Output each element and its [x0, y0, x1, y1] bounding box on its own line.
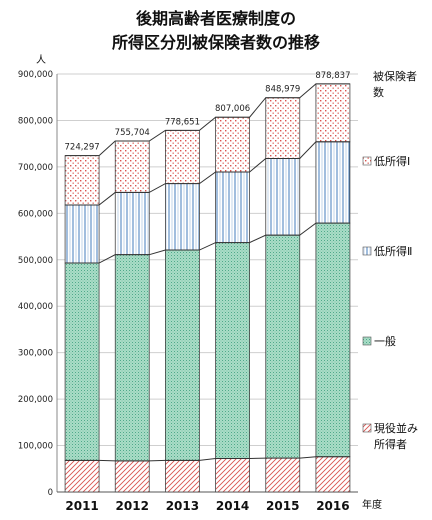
x-tick-label-2013: 2013	[166, 499, 199, 513]
legend-label: 低所得Ⅰ	[374, 155, 410, 168]
bar-segment-1-2016	[315, 456, 351, 493]
y-tick-labels: 0 100,000 200,000 300,000 400,000 500,000 600,…	[18, 70, 53, 498]
y-tick-label: 0	[48, 488, 53, 498]
y-tick-label: 800,000	[18, 116, 53, 126]
bar-segment-2-2016	[315, 222, 351, 458]
legend-swatch	[362, 423, 372, 433]
bar-segment-3-2016	[315, 141, 351, 224]
legend-swatch	[362, 336, 372, 346]
bar-segment-3-2015	[265, 158, 301, 236]
y-tick-label: 500,000	[18, 256, 53, 266]
y-tick-label: 100,000	[18, 442, 53, 452]
total-label-2011: 724,297	[65, 143, 100, 153]
series-line-4	[65, 83, 350, 157]
bar-segment-3-2014	[215, 171, 250, 243]
legend-title-line-1: 被保険者	[373, 69, 417, 83]
series-lines	[65, 83, 350, 462]
total-label-2012: 755,704	[115, 128, 150, 138]
y-tick-label: 600,000	[18, 209, 53, 219]
bar-segment-1-2012	[114, 460, 150, 493]
bar-segment-1-2015	[265, 457, 301, 493]
bar-segment-4-2013	[165, 129, 200, 185]
total-labels: 724,297 755,704 778,651 807,006 848,979 878,8…	[65, 71, 351, 153]
x-tick-label-2015: 2015	[266, 499, 299, 513]
y-tick-label: 900,000	[18, 70, 53, 80]
legend-label: 所得者	[374, 438, 407, 451]
bar-segment-4-2016	[315, 83, 351, 143]
series-line-3	[65, 141, 350, 206]
total-label-2014: 807,006	[215, 104, 250, 114]
bar-segment-4-2015	[265, 97, 301, 159]
x-tick-label-2014: 2014	[216, 499, 249, 513]
bar-segment-2-2014	[215, 242, 250, 459]
chart-title-line-1: 後期高齢者医療制度の	[136, 9, 296, 28]
x-tick-label-2012: 2012	[116, 499, 149, 513]
total-label-2013: 778,651	[165, 117, 200, 127]
bar-segment-4-2014	[215, 116, 250, 173]
series-line-1	[65, 456, 350, 462]
total-label-2015: 848,979	[265, 85, 300, 95]
bar-segment-2-2013	[165, 249, 200, 461]
y-tick-label: 200,000	[18, 395, 53, 405]
bar-segment-1-2011	[64, 460, 100, 493]
bar-segment-1-2013	[165, 460, 200, 493]
y-tick-label: 400,000	[18, 302, 53, 312]
chart-title-line-2: 所得区分別被保険者数の推移	[112, 33, 320, 52]
legend-swatch	[362, 156, 372, 166]
x-tick-label-2011: 2011	[65, 499, 98, 513]
bar-segment-4-2011	[64, 155, 100, 206]
bar-segment-1-2014	[215, 458, 250, 493]
legend-label: 一般	[374, 335, 396, 348]
legend-label: 現役並み	[374, 421, 418, 435]
y-tick-label: 700,000	[18, 163, 53, 173]
x-tick-labels: 2011 2012 2013 2014 2015 2016	[65, 499, 349, 513]
y-axis-label: 人	[36, 54, 46, 66]
bar-segment-4-2012	[114, 140, 150, 193]
legend-label: 低所得Ⅱ	[374, 245, 412, 258]
bar-segment-2-2012	[114, 254, 150, 462]
y-tick-label: 300,000	[18, 349, 53, 359]
legend-swatch	[362, 246, 372, 256]
bar-segment-2-2015	[265, 234, 301, 459]
legend-title-line-2: 数	[373, 86, 384, 99]
total-label-2016: 878,837	[315, 71, 350, 81]
gridlines	[56, 73, 358, 493]
bar-segment-2-2011	[64, 262, 100, 461]
x-axis-label: 年度	[362, 498, 382, 511]
x-tick-label-2016: 2016	[316, 499, 349, 513]
bar-segment-3-2013	[165, 183, 200, 251]
bar-segment-3-2012	[114, 192, 150, 256]
series-line-2	[65, 222, 350, 264]
bars	[64, 83, 351, 493]
bar-segment-3-2011	[64, 204, 100, 264]
